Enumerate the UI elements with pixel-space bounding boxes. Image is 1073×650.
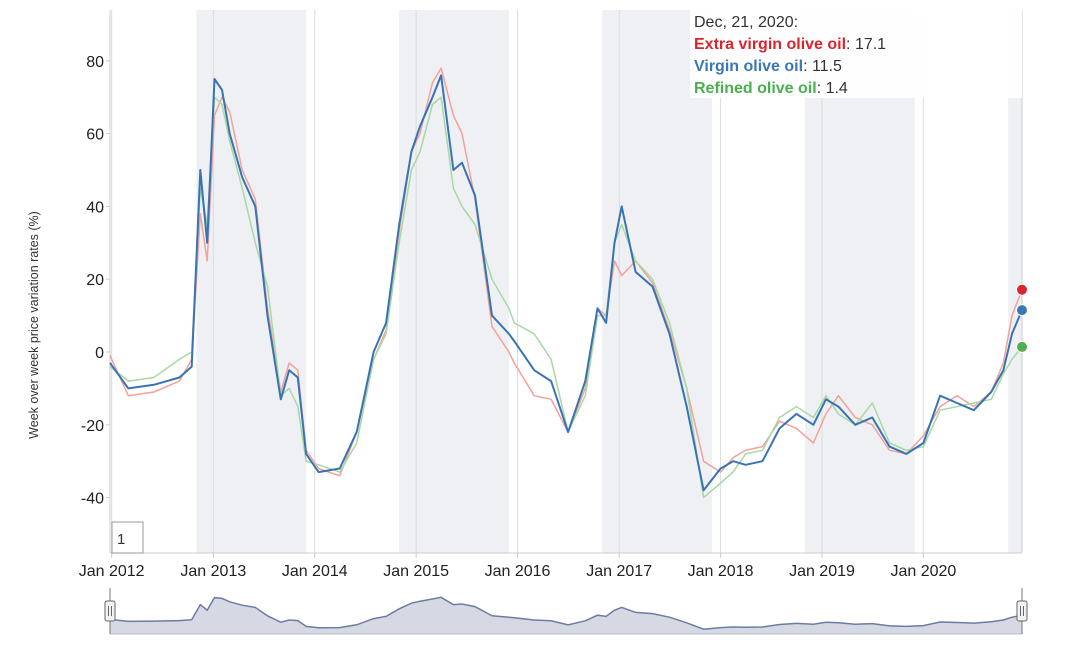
x-tick-label: Jan 2019 (789, 563, 855, 580)
tooltip-series-value: 11.5 (812, 58, 842, 75)
tooltip-series-name: Refined olive oil (694, 80, 817, 97)
x-tick-label: Jan 2013 (180, 563, 246, 580)
shaded-period (805, 10, 915, 553)
endpoint-marker (1016, 283, 1028, 296)
y-tick-label: 60 (86, 127, 104, 144)
navigator-area (110, 597, 1022, 634)
y-tick-label: 40 (86, 199, 104, 216)
shaded-period (602, 10, 712, 553)
navigator[interactable] (104, 588, 1028, 635)
y-tick-label: -40 (81, 491, 104, 508)
x-tick-label: Jan 2014 (282, 563, 348, 580)
tooltip-series-value: 17.1 (855, 36, 886, 53)
shaded-period (399, 10, 509, 553)
series-line-extra-virgin-olive-oil (109, 67, 1023, 477)
tooltip-row-refined: Refined olive oil: 1.4 (694, 80, 848, 97)
y-tick-label: 0 (95, 345, 104, 362)
zoom-button-label: 1 (117, 531, 125, 548)
tooltip: Dec, 21, 2020: Extra virgin olive oil: 1… (690, 10, 1022, 98)
tooltip-series-value: 1.4 (826, 80, 848, 97)
y-tick-labels: 80 60 40 20 0 -20 -40 (81, 54, 104, 508)
tooltip-series-name: Extra virgin olive oil (694, 36, 846, 53)
shaded-periods (196, 10, 1022, 553)
y-tick-label: -20 (81, 418, 104, 435)
y-tick-label: 80 (86, 54, 104, 71)
series-endpoints (1016, 283, 1028, 353)
endpoint-marker (1016, 304, 1028, 317)
horizontal-ticks (106, 60, 110, 499)
navigator-left-handle[interactable] (104, 600, 116, 622)
y-axis-title: Week over week price variation rates (%) (27, 211, 41, 439)
tooltip-row-extra-virgin: Extra virgin olive oil: 17.1 (694, 36, 886, 53)
tooltip-row-virgin: Virgin olive oil: 11.5 (694, 58, 842, 75)
navigator-line (109, 596, 1023, 630)
tooltip-series-name: Virgin olive oil (694, 58, 803, 75)
zoom-button[interactable]: 1 (111, 521, 144, 554)
zoom-button-frame[interactable] (111, 521, 144, 554)
endpoint-marker (1016, 340, 1028, 353)
x-tick-label: Jan 2015 (383, 563, 449, 580)
shaded-period (1008, 10, 1022, 553)
navigator-left-handle-body[interactable] (104, 600, 116, 622)
x-tick-label: Jan 2020 (890, 563, 956, 580)
navigator-right-handle[interactable] (1016, 600, 1028, 622)
y-tick-label: 20 (86, 272, 104, 289)
x-tick-label: Jan 2012 (79, 563, 145, 580)
x-tick-labels: Jan 2012 Jan 2013 Jan 2014 Jan 2015 Jan 2016… (79, 563, 957, 580)
navigator-right-handle-body[interactable] (1016, 600, 1028, 622)
vertical-gridlines (111, 10, 924, 558)
tooltip-date: Dec, 21, 2020: (694, 14, 798, 31)
x-tick-label: Jan 2018 (688, 563, 754, 580)
tooltip-background (690, 10, 1022, 98)
series-line-virgin-olive-oil (109, 74, 1023, 492)
x-tick-label: Jan 2016 (485, 563, 551, 580)
x-tick-label: Jan 2017 (586, 563, 652, 580)
series-lines (109, 67, 1023, 499)
